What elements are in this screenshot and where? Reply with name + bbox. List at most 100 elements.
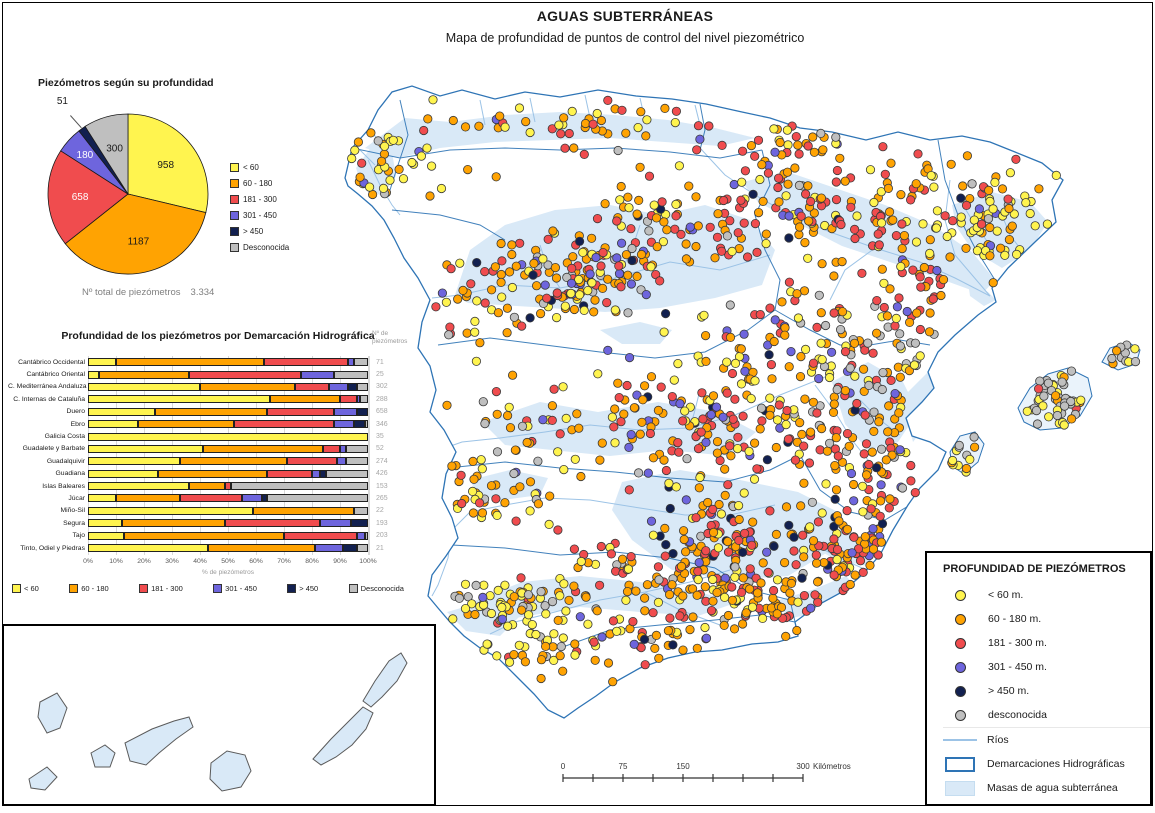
piezometer-dot — [892, 302, 903, 312]
pie-legend-label: < 60 — [243, 162, 259, 172]
bar-track — [88, 432, 368, 441]
piezometer-dot — [646, 516, 657, 526]
piezometer-dot — [842, 428, 853, 439]
piezometer-dot — [648, 453, 659, 463]
bar-row-count: 658 — [376, 408, 388, 416]
piezometer-dot — [491, 172, 501, 182]
piezometer-dot — [763, 567, 773, 578]
piezometer-dot — [616, 282, 626, 292]
piezometer-dot — [492, 447, 503, 457]
piezometer-dot — [877, 384, 887, 395]
piezometer-dot — [628, 616, 638, 627]
piezometer-dot — [678, 416, 688, 426]
piezometer-dot — [753, 135, 764, 145]
piezometer-dot — [486, 481, 497, 491]
legend-dot-swatch — [955, 709, 966, 721]
piezometer-dot — [849, 338, 860, 348]
piezometer-dot — [615, 195, 625, 205]
legend-item-label: 60 - 180 m. — [988, 613, 1042, 625]
piezometer-dot — [610, 438, 620, 448]
piezometer-dot — [861, 439, 872, 449]
piezometer-dot — [755, 174, 765, 185]
piezometer-dot — [458, 285, 468, 295]
bar-segment — [353, 358, 368, 367]
piezometer-dot — [602, 297, 612, 308]
piezometer-dot — [876, 218, 887, 228]
piezometer-dot — [714, 499, 724, 510]
piezometer-dot — [908, 265, 918, 275]
piezometer-dot — [912, 308, 922, 318]
bar-row-count: 288 — [376, 395, 388, 403]
piezometer-dot — [902, 306, 912, 317]
piezometer-dot — [503, 621, 513, 631]
piezometer-dot — [983, 214, 994, 224]
piezometer-dot — [831, 433, 841, 443]
piezometer-dot — [535, 308, 546, 319]
piezometer-dot — [497, 602, 507, 613]
piezometer-dot — [739, 329, 749, 339]
legend-dot-swatch — [955, 589, 966, 601]
bar-segment — [88, 382, 200, 391]
piezometer-dot — [454, 593, 464, 603]
pie-slice-Desconocida — [84, 113, 129, 196]
bar-segment — [356, 395, 360, 404]
piezometer-dot — [811, 550, 821, 560]
bar-row: Cantábrico Occidental 71 — [8, 356, 418, 368]
piezometer-dot — [626, 551, 636, 562]
piezometer-dot — [536, 673, 546, 684]
piezometer-dot — [956, 193, 966, 203]
piezometer-dot — [698, 414, 708, 424]
piezometer-dot — [462, 328, 472, 338]
bar-segment — [180, 457, 287, 466]
piezometer-dot — [592, 606, 602, 616]
legend-dot-swatch — [955, 613, 966, 625]
pie-value-label: 180 — [77, 150, 94, 161]
piezometer-dot — [717, 140, 727, 150]
piezometer-dot — [961, 243, 971, 253]
bar-segment — [88, 506, 254, 515]
piezometer-dot — [531, 629, 541, 640]
piezometer-dot — [596, 115, 607, 126]
bar-segment — [340, 395, 357, 404]
piezometer-dot — [639, 381, 650, 391]
piezometer-dot — [644, 226, 654, 236]
piezometer-dot — [486, 608, 497, 619]
piezometer-dot — [523, 610, 534, 620]
piezometer-dot — [762, 547, 772, 557]
bar-row-count: 21 — [376, 544, 384, 552]
piezometer-dot — [667, 580, 677, 590]
bar-segment — [348, 382, 357, 391]
piezometer-dot — [829, 308, 839, 318]
piezometer-dot — [845, 363, 855, 373]
piezometer-dot — [623, 564, 634, 574]
piezometer-dot — [738, 411, 748, 421]
piezometer-dot — [665, 503, 675, 514]
piezometer-dot — [807, 497, 818, 507]
piezometer-dot — [616, 181, 626, 192]
piezometer-dot — [1112, 346, 1122, 356]
piezometer-dot — [888, 215, 898, 225]
piezometer-dot — [736, 379, 747, 389]
bar-track — [88, 531, 368, 540]
piezometer-dot — [782, 167, 793, 177]
piezometer-dot — [667, 391, 677, 402]
piezometer-dot — [547, 415, 557, 425]
piezometer-dot — [850, 371, 860, 381]
piezometer-dot — [579, 149, 589, 159]
bar-legend-item: Desconocida — [348, 584, 404, 593]
legend-demarcaciones-row: Demarcaciones Hidrográficas — [943, 752, 1150, 776]
piezometer-dot — [684, 181, 694, 191]
pie-chart-title: Piezómetros según su profundidad — [38, 77, 214, 89]
piezometer-dot — [765, 303, 775, 313]
piezometer-dot — [682, 454, 692, 464]
piezometer-dot — [543, 234, 553, 244]
piezometer-dot — [992, 226, 1002, 236]
piezometer-dot — [738, 547, 748, 558]
piezometer-dot — [678, 526, 689, 536]
piezometer-dot — [781, 419, 791, 430]
piezometer-dot — [918, 219, 928, 229]
piezometer-dot — [676, 561, 687, 572]
bar-segment — [200, 382, 296, 391]
piezometer-dot — [833, 451, 843, 461]
bar-segment — [116, 358, 265, 367]
